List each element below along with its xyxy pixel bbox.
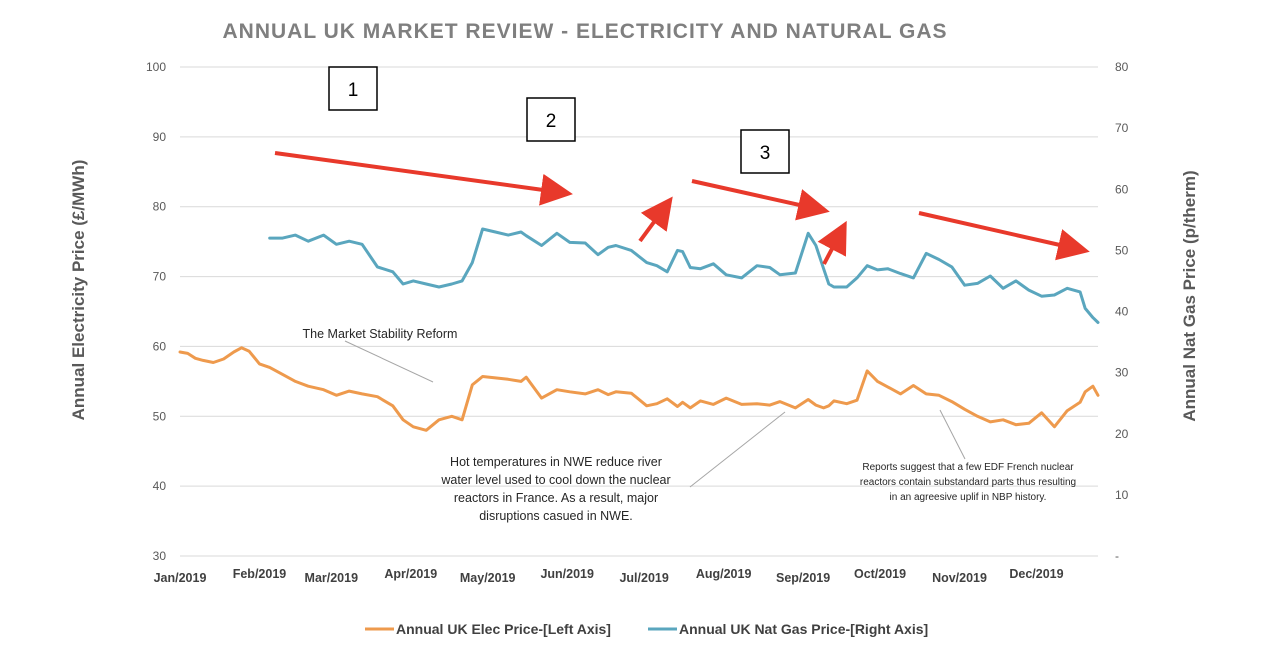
- right-axis-tick-label: 50: [1115, 243, 1129, 257]
- elec-price-line: [178, 346, 1100, 432]
- edf-reports-line-1: Reports suggest that a few EDF French nu…: [862, 462, 1074, 473]
- right-axis-tick-label: 60: [1115, 182, 1129, 196]
- hot-temps-line-3: reactors in France. As a result, major: [454, 491, 658, 505]
- left-axis-tick-label: 50: [153, 409, 167, 423]
- trend-arrow-down-3: [918, 211, 1090, 261]
- gas-price-line: [268, 227, 1100, 324]
- left-axis-tick-label: 80: [153, 200, 167, 214]
- hot-temps-line-4: disruptions casued in NWE.: [479, 509, 633, 523]
- left-axis-tick-label: 60: [153, 339, 167, 353]
- x-axis-tick-label: Jun/2019: [540, 567, 594, 581]
- series-lines: [178, 227, 1100, 432]
- x-axis-tick-label: Dec/2019: [1009, 567, 1063, 581]
- left-axis-tick-label: 70: [153, 270, 167, 284]
- phase-box-3: 3: [740, 129, 790, 174]
- trend-arrow-down-1: [274, 151, 573, 206]
- right-axis-tick-label: 10: [1115, 488, 1129, 502]
- right-axis-ticks: - 10 20 30 40 50 60 70 80: [1115, 60, 1129, 563]
- right-axis-tick-label: 40: [1115, 305, 1129, 319]
- trend-arrow-up-2: [817, 220, 847, 265]
- left-axis-ticks: 30 40 50 60 70 80 90 100: [146, 60, 166, 563]
- right-axis-tick-label: 20: [1115, 427, 1129, 441]
- trend-arrow-up-1: [638, 196, 673, 243]
- x-axis-tick-label: Aug/2019: [696, 567, 752, 581]
- x-axis-tick-label: Sep/2019: [776, 571, 830, 585]
- phase-box-3-frame: [740, 129, 790, 174]
- hot-temps-line-2: water level used to cool down the nuclea…: [440, 473, 670, 487]
- right-axis-tick-label: -: [1115, 549, 1119, 563]
- trend-arrows: [274, 151, 1090, 265]
- edf-reports-line-2: reactors contain substandard parts thus …: [860, 477, 1076, 488]
- left-axis-tick-label: 40: [153, 479, 167, 493]
- phase-box-1-label: 1: [348, 80, 359, 101]
- edf-reports-connector: [939, 409, 966, 460]
- hot-temps-connector: [689, 411, 786, 488]
- phase-box-2: 2: [526, 97, 576, 142]
- phase-box-2-frame: [526, 97, 576, 142]
- edf-reports-annotation: Reports suggest that a few EDF French nu…: [860, 462, 1076, 503]
- left-axis-title: Annual Electricity Price (£/MWh): [69, 160, 88, 421]
- left-axis-tick-label: 100: [146, 60, 166, 74]
- x-axis-tick-label: Jul/2019: [619, 571, 668, 585]
- right-axis-tick-label: 30: [1115, 366, 1129, 380]
- x-axis-tick-label: Oct/2019: [854, 567, 906, 581]
- phase-box-3-label: 3: [760, 143, 771, 164]
- legend-elec-label: Annual UK Elec Price-[Left Axis]: [396, 621, 611, 637]
- trend-arrow-down-2: [691, 179, 830, 221]
- right-axis-tick-label: 70: [1115, 121, 1129, 135]
- x-axis-tick-label: May/2019: [460, 571, 516, 585]
- market-stability-annotation: The Market Stability Reform: [303, 327, 458, 341]
- gridlines: [180, 66, 1098, 557]
- x-axis-tick-label: Jan/2019: [154, 571, 207, 585]
- x-axis-tick-label: Feb/2019: [233, 567, 287, 581]
- legend: Annual UK Elec Price-[Left Axis] Annual …: [365, 621, 928, 637]
- right-axis-tick-label: 80: [1115, 60, 1129, 74]
- hot-temps-annotation: Hot temperatures in NWE reduce river wat…: [440, 455, 670, 523]
- x-axis-ticks: Jan/2019 Feb/2019 Mar/2019 Apr/2019 May/2019…: [154, 567, 1064, 585]
- legend-gas-label: Annual UK Nat Gas Price-[Right Axis]: [679, 621, 928, 637]
- phase-box-2-label: 2: [546, 111, 557, 132]
- market-stability-connector: [344, 340, 434, 383]
- phase-box-1-frame: [328, 66, 378, 111]
- x-axis-tick-label: Apr/2019: [384, 567, 437, 581]
- left-axis-tick-label: 30: [153, 549, 167, 563]
- phase-box-1: 1: [328, 66, 378, 111]
- edf-reports-line-3: in an agreesive uplif in NBP history.: [890, 492, 1047, 503]
- hot-temps-line-1: Hot temperatures in NWE reduce river: [450, 455, 662, 469]
- left-axis-tick-label: 90: [153, 130, 167, 144]
- x-axis-tick-label: Nov/2019: [932, 571, 987, 585]
- chart-title: ANNUAL UK MARKET REVIEW - ELECTRICITY AN…: [223, 20, 948, 43]
- right-axis-title: Annual Nat Gas Price (p/therm): [1180, 170, 1199, 421]
- x-axis-tick-label: Mar/2019: [305, 571, 359, 585]
